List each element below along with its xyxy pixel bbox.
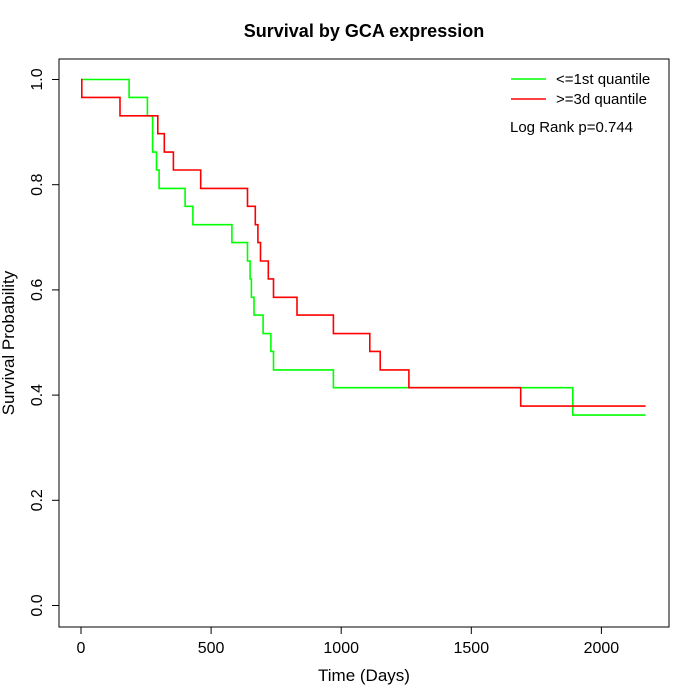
y-tick-label: 0.2 [29,489,46,511]
x-tick-label: 2000 [584,640,620,657]
x-axis-label: Time (Days) [318,666,410,685]
y-tick-label: 0.0 [29,594,46,616]
legend-label: <=1st quantile [556,71,650,88]
legend: <=1st quantile >=3d quantile [511,71,650,108]
x-tick-label: 1000 [323,640,359,657]
x-tick-label: 1500 [454,640,490,657]
x-tick-label: 0 [77,640,86,657]
series-line-1 [81,78,646,416]
x-tick-label: 500 [198,640,225,657]
legend-label: >=3d quantile [556,91,647,108]
series-line-2 [81,78,646,407]
y-tick-label: 0.6 [29,279,46,301]
y-axis: 0.0 0.2 0.4 0.6 0.8 1.0 [29,68,60,617]
log-rank-annotation: Log Rank p=0.744 [510,119,633,136]
series-layer [81,78,646,416]
x-axis: 0 500 1000 1500 2000 [77,626,620,657]
plot-frame [58,58,670,628]
y-tick-label: 0.4 [29,384,46,406]
y-tick-label: 1.0 [29,68,46,90]
y-axis-label: Survival Probability [0,270,18,415]
chart-title: Survival by GCA expression [244,21,484,41]
y-tick-label: 0.8 [29,173,46,195]
